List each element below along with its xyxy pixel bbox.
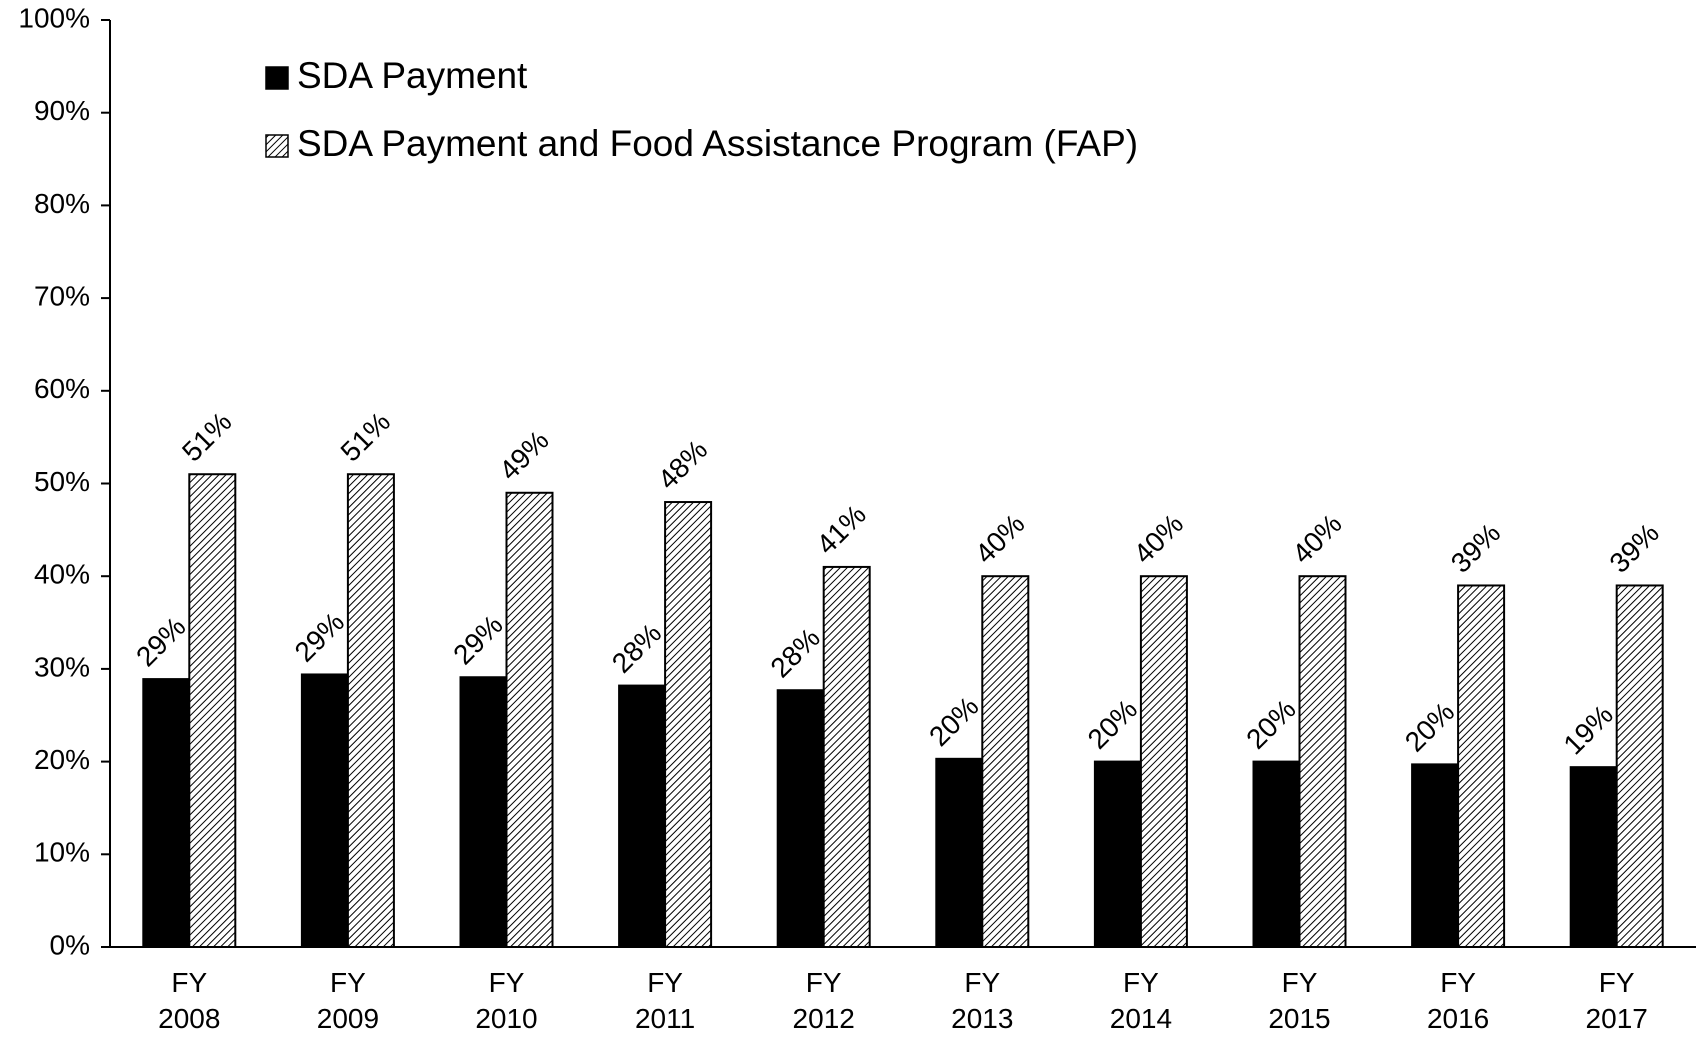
x-tick-label: FY 2015 — [1268, 967, 1330, 1034]
value-label: 20% — [923, 691, 985, 753]
x-tick-label: FY 2016 — [1427, 967, 1489, 1034]
legend-label: SDA Payment — [297, 55, 528, 96]
x-tick-label: FY 2010 — [475, 967, 537, 1034]
bar — [142, 678, 191, 948]
value-label: 40% — [1286, 508, 1348, 570]
value-label: 41% — [810, 499, 872, 561]
bar — [505, 491, 554, 948]
value-label: 39% — [1445, 517, 1507, 579]
value-label: 40% — [969, 508, 1031, 570]
bar — [1298, 575, 1347, 948]
y-tick-label: 100% — [18, 2, 90, 33]
bar — [981, 575, 1030, 948]
bar — [188, 473, 237, 948]
y-tick-label: 10% — [34, 837, 90, 868]
x-tick-label: FY 2017 — [1586, 967, 1648, 1034]
legend-label: SDA Payment and Food Assistance Program … — [297, 123, 1138, 164]
bar — [346, 473, 395, 948]
y-tick-label: 0% — [50, 929, 90, 960]
value-label: 20% — [1399, 696, 1461, 758]
x-tick-label: FY 2011 — [635, 967, 695, 1034]
bar — [1411, 763, 1460, 948]
x-tick-label: FY 2009 — [317, 967, 379, 1034]
x-tick-label: FY 2008 — [158, 967, 220, 1034]
legend-swatch — [265, 66, 289, 90]
bar — [935, 757, 984, 948]
x-tick-label: FY 2012 — [793, 967, 855, 1034]
y-tick-label: 60% — [34, 373, 90, 404]
value-label: 29% — [130, 611, 192, 673]
bar — [1615, 584, 1664, 948]
y-tick-label: 50% — [34, 466, 90, 497]
y-tick-label: 20% — [34, 744, 90, 775]
bar — [459, 676, 508, 948]
x-tick-label: FY 2014 — [1110, 967, 1172, 1034]
value-label: 28% — [606, 617, 668, 679]
y-tick-label: 30% — [34, 651, 90, 682]
bar — [822, 565, 871, 948]
value-label: 29% — [447, 609, 509, 671]
value-label: 48% — [652, 434, 714, 496]
bar — [776, 689, 825, 948]
x-tick-label: FY 2013 — [951, 967, 1013, 1034]
value-label: 20% — [1240, 693, 1302, 755]
bar — [1569, 766, 1618, 948]
value-label: 28% — [764, 622, 826, 684]
bar — [1093, 760, 1142, 948]
legend-swatch — [265, 134, 289, 158]
value-label: 40% — [1128, 508, 1190, 570]
bar — [618, 684, 667, 948]
value-label: 20% — [1082, 693, 1144, 755]
value-label: 29% — [289, 606, 351, 668]
bar — [1139, 575, 1188, 948]
bar — [1252, 760, 1301, 948]
value-label: 19% — [1557, 699, 1619, 761]
value-label: 39% — [1603, 517, 1665, 579]
bar — [300, 673, 349, 948]
y-tick-label: 80% — [34, 188, 90, 219]
y-tick-label: 40% — [34, 559, 90, 590]
y-tick-label: 90% — [34, 95, 90, 126]
bar — [1457, 584, 1506, 948]
y-tick-label: 70% — [34, 280, 90, 311]
value-label: 51% — [335, 406, 397, 468]
value-label: 51% — [176, 406, 238, 468]
value-label: 49% — [493, 425, 555, 487]
bar — [664, 501, 713, 948]
